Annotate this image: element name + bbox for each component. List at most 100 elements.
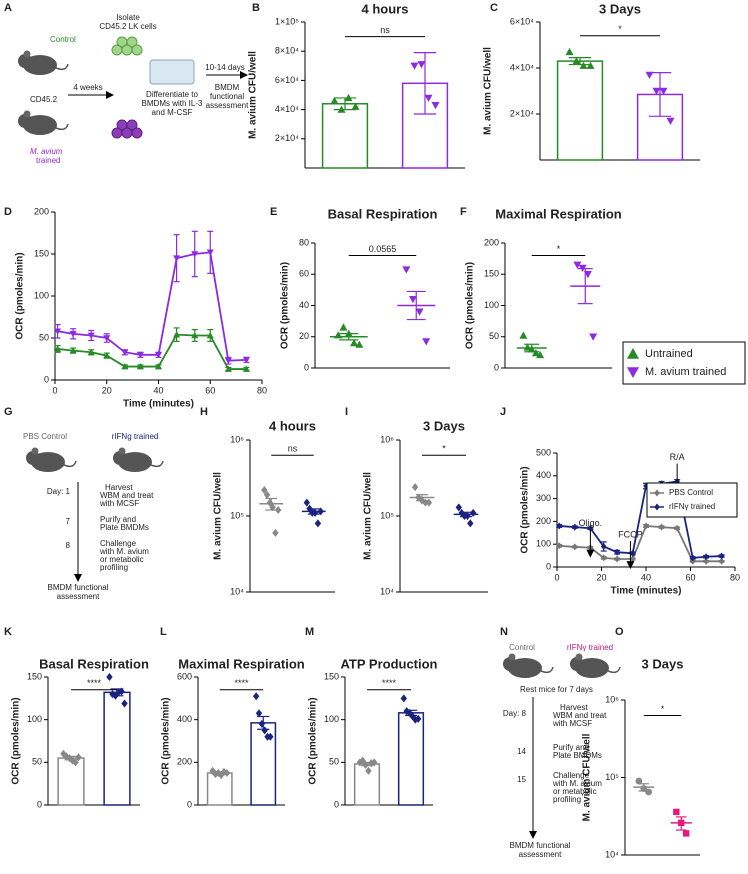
point — [411, 483, 419, 492]
point — [69, 331, 77, 338]
label: 14 — [517, 747, 526, 756]
y-tick-label: 6×10⁴ — [510, 16, 534, 26]
point — [703, 557, 709, 565]
y-tick-label: 50 — [489, 331, 499, 341]
significance: ns — [380, 25, 390, 35]
point — [272, 528, 279, 537]
point — [678, 819, 685, 827]
significance: **** — [234, 678, 249, 688]
y-axis-label: OCR (pmoles/min) — [161, 697, 172, 784]
point — [242, 365, 250, 372]
label: BMDM — [215, 83, 240, 92]
y-tick-label: 150 — [27, 671, 42, 681]
point — [424, 94, 433, 102]
point — [469, 508, 477, 517]
label: rIFNg trained — [112, 432, 159, 441]
label: M. avium — [30, 147, 63, 156]
point — [242, 357, 250, 364]
y-tick-label: 50 — [39, 332, 49, 342]
legend-box — [646, 482, 738, 518]
panel-label: M — [305, 626, 314, 638]
point — [362, 760, 369, 769]
y-tick-label: 100 — [536, 539, 551, 549]
point — [136, 363, 144, 370]
point — [519, 331, 528, 339]
y-tick-label: 150 — [34, 248, 49, 258]
label: Harvest — [105, 483, 133, 492]
panel-label: A — [4, 2, 12, 14]
point — [109, 690, 116, 699]
chart-title: Basal Respiration — [328, 206, 438, 221]
point — [600, 542, 607, 550]
label: CD45.2 LK cells — [99, 22, 156, 31]
point — [274, 505, 282, 514]
panel-label: G — [4, 406, 13, 418]
y-tick-label: 100 — [484, 300, 499, 310]
bar — [321, 103, 369, 169]
point — [422, 338, 431, 346]
x-tick-label: 0 — [52, 385, 57, 395]
y-tick-label: 10⁴ — [380, 586, 394, 596]
point — [355, 340, 364, 348]
mouse — [17, 49, 69, 76]
point — [337, 105, 346, 113]
point — [54, 328, 62, 335]
point — [75, 753, 82, 762]
point — [523, 343, 532, 351]
x-axis-label: Time (minutes) — [123, 399, 194, 410]
y-tick-label: 60 — [299, 269, 309, 279]
y-tick-label: 10⁶ — [605, 694, 619, 704]
point — [572, 523, 578, 531]
legend-label: PBS Control — [669, 488, 713, 497]
point — [330, 96, 339, 105]
point — [614, 548, 620, 556]
y-axis-label: OCR (pmoles/min) — [465, 262, 476, 349]
point — [645, 71, 654, 79]
point — [206, 331, 214, 339]
y-tick-label: 2×10⁴ — [275, 133, 299, 143]
y-tick-label: 0 — [304, 362, 309, 372]
point — [69, 347, 77, 354]
chart-title: ATP Production — [340, 656, 437, 671]
label: assessment — [206, 101, 249, 110]
point — [674, 524, 680, 532]
label: BMDMs with IL-3 — [142, 99, 203, 108]
panel-label: B — [252, 2, 260, 14]
cells-green — [111, 36, 143, 56]
x-tick-label: 40 — [153, 385, 163, 395]
panel-label: O — [615, 626, 624, 638]
point — [121, 363, 129, 370]
label: WBM and treat — [553, 711, 607, 720]
point — [87, 332, 95, 339]
y-tick-label: 400 — [536, 470, 551, 480]
point — [314, 519, 322, 528]
point — [60, 749, 67, 758]
point — [408, 296, 417, 304]
point — [118, 687, 125, 696]
y-tick-label: 10⁵ — [380, 510, 394, 520]
y-tick-label: 0 — [44, 374, 49, 384]
annotation: FCCP — [618, 529, 643, 539]
significance: ns — [288, 444, 298, 454]
y-tick-label: 0 — [37, 799, 42, 809]
point — [464, 512, 471, 520]
panel-label: F — [460, 206, 467, 218]
point — [583, 271, 592, 279]
chart-title: 4 hours — [269, 418, 316, 433]
label: with MCSF — [99, 499, 139, 508]
label: Control — [509, 643, 535, 652]
panel-label: J — [500, 406, 506, 418]
point — [629, 549, 636, 557]
point — [136, 352, 144, 359]
point — [643, 522, 649, 530]
point — [255, 709, 263, 718]
label: with MCSF — [552, 719, 592, 728]
label: 15 — [517, 775, 526, 784]
point — [640, 785, 648, 792]
panel-label: C — [490, 2, 498, 14]
point — [422, 498, 429, 507]
point — [527, 345, 536, 353]
x-tick-label: 60 — [205, 385, 215, 395]
label: Isolate — [116, 13, 140, 22]
